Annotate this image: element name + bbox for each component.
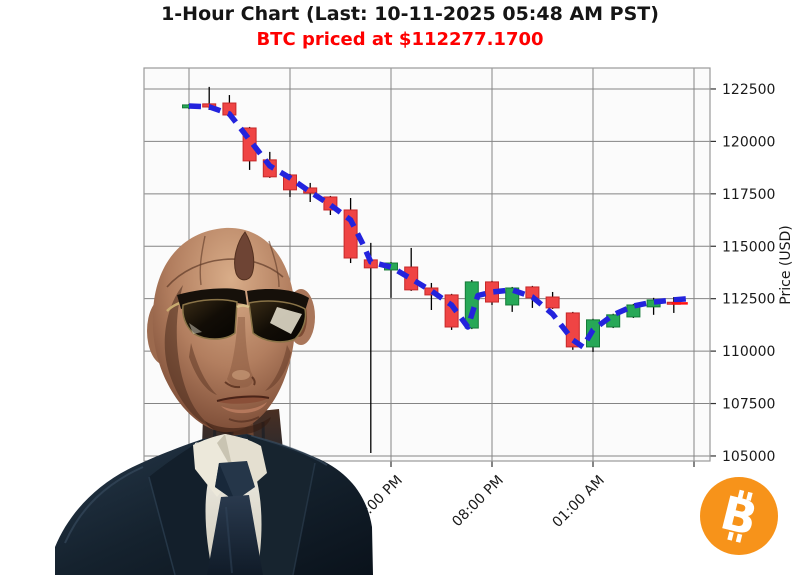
x-tick-label: 08:00 PM: [449, 473, 507, 531]
y-tick-label: 110000: [722, 344, 775, 360]
chart-subtitle: BTC priced at $112277.1700: [0, 29, 800, 50]
moving-average-line: [188, 103, 687, 350]
subtitle-btc-label: BTC: [256, 29, 296, 50]
sunglasses-icon: [166, 288, 309, 343]
y-tick-label: 117500: [722, 187, 775, 203]
tie-blade: [207, 495, 263, 575]
y-tick-label: 112500: [722, 292, 775, 308]
android-portrait-image: [55, 227, 373, 575]
candle-body: [545, 296, 560, 309]
y-tick-label: 107500: [722, 397, 775, 413]
plot-border: [143, 67, 711, 462]
chart-title: 1-Hour Chart (Last: 10-11-2025 05:48 AM …: [161, 3, 659, 25]
bitcoin-circle: [700, 477, 778, 555]
candle-body: [444, 294, 459, 328]
candle-body: [464, 281, 479, 329]
android-suit: [55, 434, 373, 575]
subtitle-price-text: priced at $112277.1700: [295, 29, 544, 50]
forehead-seam-patch: [234, 231, 255, 281]
candle-body: [424, 287, 439, 296]
left-lapel: [149, 439, 213, 575]
y-tick-label: 115000: [722, 239, 775, 255]
collar-right: [225, 434, 267, 487]
nose-shading: [227, 317, 254, 388]
y-axis-title: Price (USD): [778, 225, 794, 304]
y-tick-label: 120000: [722, 134, 775, 150]
candle-body: [404, 266, 419, 291]
y-tick-label: 105000: [722, 449, 775, 465]
bitcoin-logo: B: [700, 477, 778, 555]
y-tick-label: 122500: [722, 82, 775, 98]
x-tick-label: 01:00 AM: [550, 473, 608, 531]
